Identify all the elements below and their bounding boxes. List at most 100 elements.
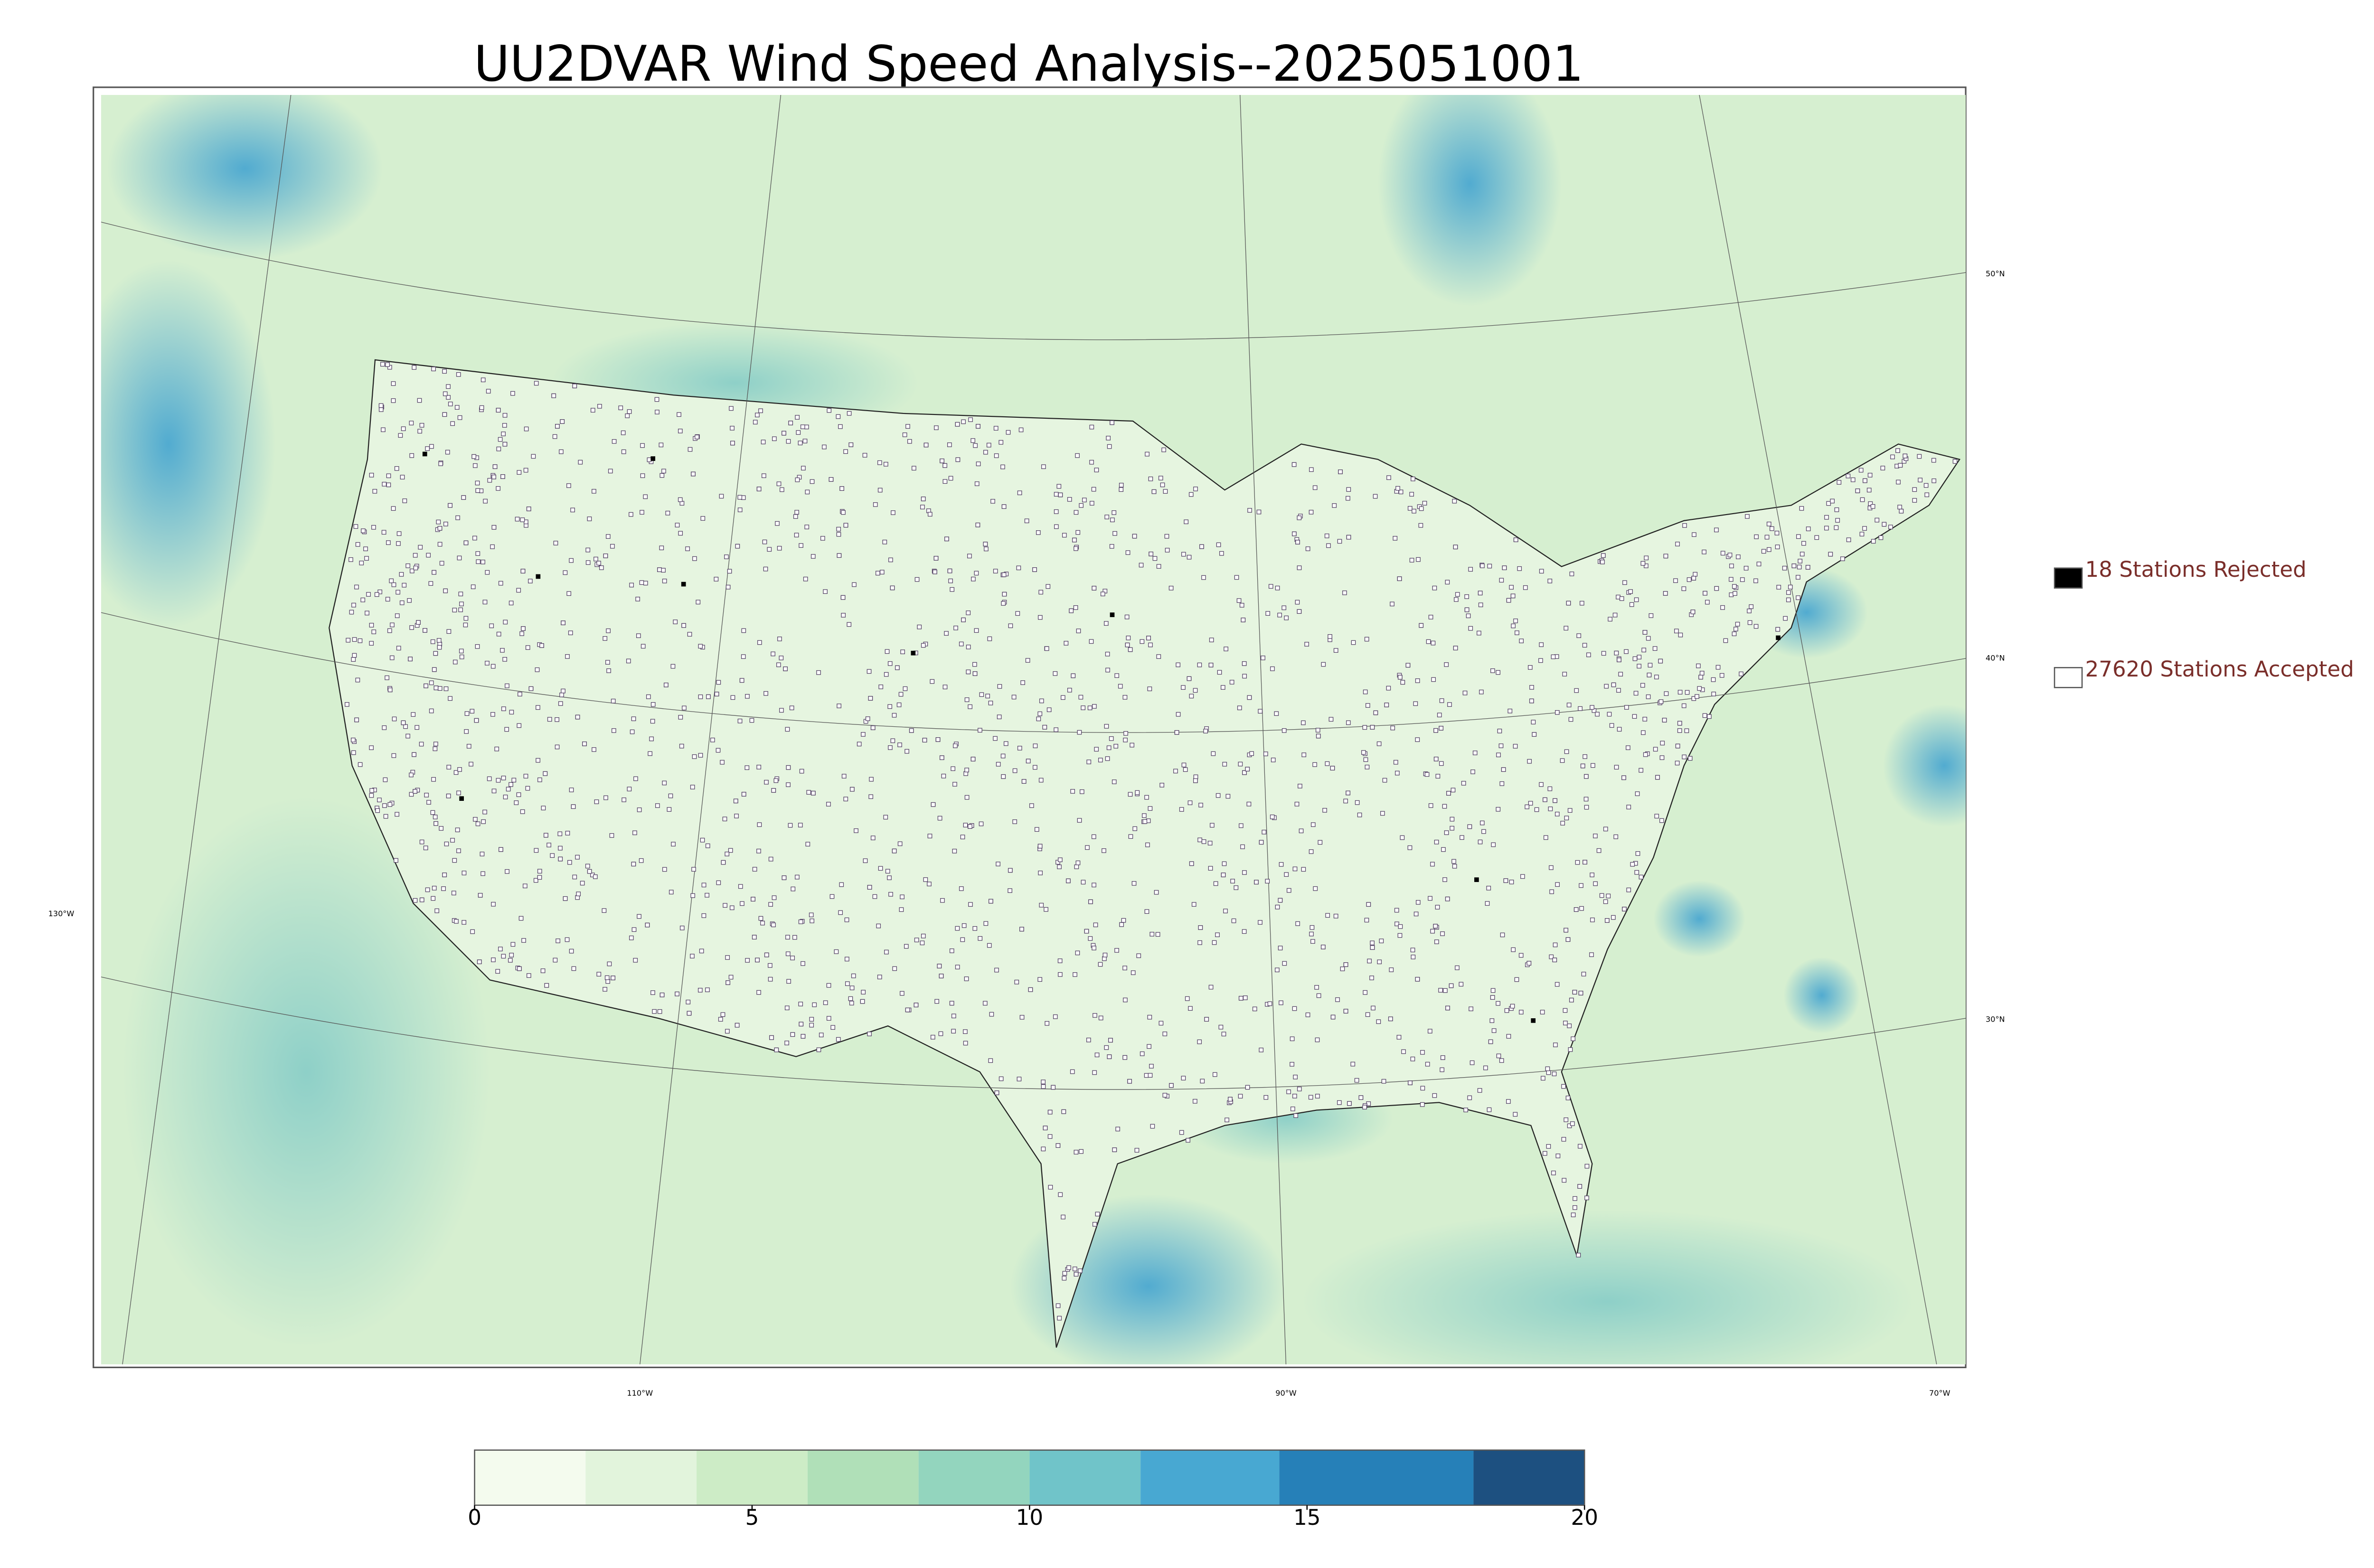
station-marker	[441, 886, 446, 891]
station-marker	[1560, 821, 1565, 826]
station-marker	[1304, 642, 1309, 647]
station-marker	[492, 464, 498, 469]
station-marker	[1491, 1028, 1497, 1033]
station-marker	[927, 834, 933, 838]
station-marker	[785, 935, 790, 940]
station-marker	[555, 744, 560, 750]
station-marker	[1122, 1055, 1128, 1060]
station-marker	[847, 622, 852, 627]
station-marker	[756, 848, 761, 854]
station-marker	[1443, 988, 1448, 993]
latitude-line	[101, 222, 1966, 340]
station-marker	[1899, 508, 1904, 514]
station-marker	[531, 454, 536, 459]
station-marker	[572, 874, 577, 880]
station-marker	[1624, 705, 1629, 710]
station-marker	[401, 426, 406, 431]
station-marker	[502, 657, 507, 662]
station-marker	[1952, 459, 1958, 464]
station-marker	[1075, 530, 1081, 535]
station-marker	[1674, 629, 1679, 634]
station-marker	[714, 692, 719, 696]
station-marker	[409, 453, 415, 458]
station-marker	[1357, 812, 1362, 817]
station-marker	[1094, 468, 1099, 472]
station-marker	[843, 449, 848, 454]
station-marker	[1321, 662, 1326, 667]
station-marker	[1538, 658, 1543, 663]
station-marker	[1240, 844, 1245, 849]
station-marker	[1284, 872, 1289, 877]
station-marker	[1649, 613, 1654, 618]
station-marker	[419, 839, 424, 845]
station-marker	[1714, 527, 1719, 533]
station-marker	[534, 381, 539, 386]
station-marker	[1109, 544, 1114, 549]
station-marker	[1566, 703, 1572, 707]
station-marker	[1318, 840, 1323, 845]
station-marker	[819, 1033, 824, 1038]
station-marker	[496, 408, 501, 413]
station-marker	[608, 469, 613, 474]
station-marker	[1156, 564, 1161, 569]
station-marker	[1675, 761, 1680, 766]
station-marker	[1041, 1084, 1046, 1089]
station-marker	[725, 980, 730, 985]
station-marker	[483, 498, 488, 504]
station-marker	[1529, 698, 1534, 704]
station-marker	[1292, 1094, 1297, 1099]
station-marker	[1444, 830, 1449, 835]
station-marker	[1124, 614, 1130, 620]
station-marker	[1431, 640, 1436, 646]
station-marker	[1702, 713, 1707, 718]
station-marker	[501, 706, 506, 711]
station-marker	[475, 821, 480, 826]
station-marker	[1507, 708, 1513, 714]
station-marker	[994, 1090, 999, 1095]
station-marker	[553, 541, 558, 545]
station-marker	[354, 717, 359, 723]
station-marker	[1209, 638, 1214, 642]
station-marker	[1210, 823, 1215, 828]
station-marker	[380, 362, 385, 367]
station-marker	[809, 1017, 814, 1022]
station-marker	[381, 427, 386, 432]
station-marker	[810, 479, 815, 484]
station-marker	[402, 582, 407, 588]
station-marker	[1720, 605, 1725, 610]
station-marker	[1382, 778, 1387, 783]
station-marker	[1315, 1094, 1320, 1099]
station-marker	[646, 694, 651, 699]
station-marker	[1104, 724, 1109, 729]
longitude-label: 110°W	[627, 1389, 653, 1398]
us-outline	[329, 359, 1961, 1348]
station-marker	[1415, 678, 1420, 683]
station-marker	[854, 828, 858, 833]
station-marker	[1510, 593, 1516, 599]
station-marker	[1912, 498, 1917, 503]
station-marker	[446, 395, 451, 400]
station-marker	[1123, 997, 1128, 1003]
station-marker	[1542, 1151, 1547, 1156]
station-marker	[369, 472, 374, 478]
station-marker	[1644, 555, 1649, 561]
station-marker	[1290, 1036, 1295, 1042]
station-marker	[1486, 885, 1491, 891]
station-marker	[1136, 953, 1141, 958]
station-marker	[1858, 468, 1864, 473]
station-marker	[1568, 717, 1573, 722]
station-marker	[1439, 726, 1444, 731]
station-marker	[487, 776, 492, 781]
station-marker	[1198, 925, 1203, 930]
station-marker	[802, 439, 808, 443]
station-marker	[975, 522, 980, 527]
station-marker	[1028, 987, 1033, 992]
longitude-label: 90°W	[1275, 1389, 1297, 1398]
wind-blob	[1653, 880, 1745, 957]
rejected-marker	[422, 451, 427, 457]
station-marker	[1312, 485, 1318, 490]
station-marker	[1487, 563, 1492, 569]
station-marker	[737, 495, 743, 500]
station-marker	[386, 473, 391, 479]
station-marker	[1055, 1303, 1061, 1308]
